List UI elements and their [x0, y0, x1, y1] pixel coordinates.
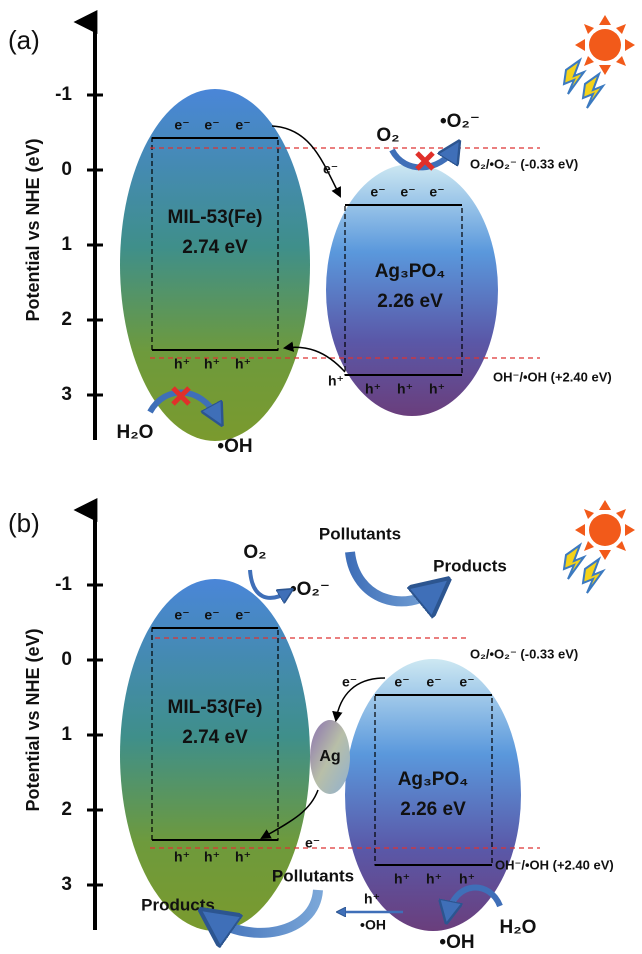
product: •O₂⁻ [290, 579, 330, 600]
transfer-label: •OH [360, 917, 386, 933]
degradation-arrow [350, 552, 438, 601]
material-name: MIL-53(Fe) [168, 207, 263, 228]
axis-title: Potential vs NHE (eV) [23, 138, 43, 321]
hole: h⁺ [365, 381, 381, 397]
band-gap: 2.74 eV [182, 727, 248, 748]
reactant: O₂ [243, 542, 266, 563]
hole: h⁺ [397, 381, 413, 397]
transfer-label: h⁺ [328, 373, 344, 389]
tick-label: 2 [61, 799, 72, 820]
transfer-label: e⁻ [342, 674, 357, 690]
reactant: H₂O [117, 422, 154, 443]
reactant: O₂ [376, 125, 399, 146]
electron: e⁻ [370, 184, 385, 200]
tick-label: 2 [61, 309, 72, 330]
degradation-product: Products [141, 895, 215, 914]
tick-label: 3 [61, 384, 72, 405]
pollutant: Pollutants [272, 866, 354, 885]
tick-label: 3 [61, 874, 72, 895]
electron: e⁻ [174, 607, 189, 623]
panel-a: (a) -1 0 1 2 3 Potential vs NHE (eV) e⁻ … [8, 15, 635, 457]
product: •O₂⁻ [440, 111, 480, 132]
level-label: OH⁻/•OH (+2.40 eV) [493, 369, 612, 384]
transfer-label: e⁻ [323, 161, 338, 177]
sun-icon [575, 15, 635, 75]
band-gap: 2.74 eV [182, 237, 248, 258]
transfer-label: e⁻ [305, 835, 320, 851]
electron: e⁻ [204, 607, 219, 623]
light-icon [583, 559, 603, 593]
electron: e⁻ [400, 184, 415, 200]
diagram: (a) -1 0 1 2 3 Potential vs NHE (eV) e⁻ … [0, 0, 642, 954]
level-label: OH⁻/•OH (+2.40 eV) [495, 857, 614, 872]
reactant: H₂O [500, 917, 537, 938]
material-name: Ag₃PO₄ [375, 261, 446, 282]
hole: h⁺ [426, 871, 442, 887]
tick-label: 1 [61, 234, 72, 255]
electron: e⁻ [174, 117, 189, 133]
material-name: Ag₃PO₄ [398, 769, 469, 790]
electron: e⁻ [459, 674, 474, 690]
product: •OH [217, 436, 252, 457]
hole: h⁺ [459, 871, 475, 887]
tick-label: -1 [55, 574, 72, 595]
hole: h⁺ [174, 849, 190, 865]
electron: e⁻ [426, 674, 441, 690]
light-icon [583, 74, 603, 108]
ag-label: Ag [319, 748, 340, 765]
band-gap: 2.26 eV [400, 799, 466, 820]
electron: e⁻ [235, 607, 250, 623]
electron: e⁻ [394, 674, 409, 690]
electron: e⁻ [204, 117, 219, 133]
level-label: O₂/•O₂⁻ (-0.33 eV) [470, 646, 578, 661]
hole: h⁺ [429, 381, 445, 397]
light-icon [564, 545, 584, 579]
panel-label: (b) [8, 508, 40, 538]
pollutant: Pollutants [319, 524, 401, 543]
page: (a) -1 0 1 2 3 Potential vs NHE (eV) e⁻ … [0, 0, 642, 954]
level-label: O₂/•O₂⁻ (-0.33 eV) [470, 156, 578, 171]
hole: h⁺ [394, 871, 410, 887]
electron: e⁻ [235, 117, 250, 133]
axis-title: Potential vs NHE (eV) [23, 628, 43, 811]
reaction-arrow [250, 570, 288, 598]
mil-particle [120, 89, 310, 441]
panel-label: (a) [8, 25, 40, 55]
light-icon [564, 60, 584, 94]
material-name: MIL-53(Fe) [168, 697, 263, 718]
ag3po4-particle [326, 164, 498, 416]
product: •OH [439, 932, 474, 953]
transfer-label: h⁺ [364, 891, 380, 907]
tick-label: 1 [61, 724, 72, 745]
tick-label: 0 [61, 649, 72, 670]
sun-icon [575, 500, 635, 560]
hole: h⁺ [204, 849, 220, 865]
tick-label: -1 [55, 84, 72, 105]
band-gap: 2.26 eV [377, 291, 443, 312]
hole: h⁺ [235, 849, 251, 865]
electron: e⁻ [429, 184, 444, 200]
panel-b: (b) -1 0 1 2 3 Potential vs NHE (eV) e⁻ … [8, 500, 635, 953]
degradation-product: Products [433, 556, 507, 575]
tick-label: 0 [61, 159, 72, 180]
